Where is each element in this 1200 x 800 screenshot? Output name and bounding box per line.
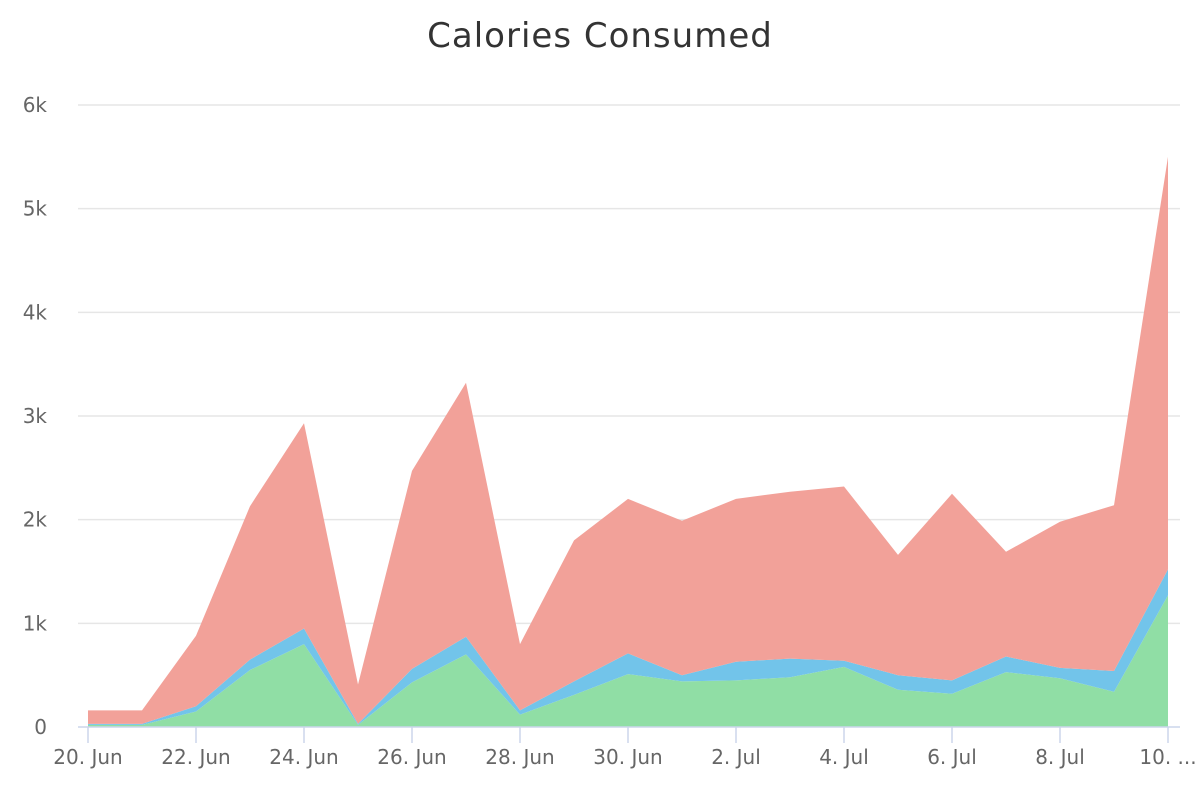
x-axis: 20. Jun 22. Jun 24. Jun 26. Jun 28. Jun 30. J…	[53, 726, 1197, 769]
x-tick-label: 24. Jun	[269, 745, 338, 769]
x-tick-label: 6. Jul	[927, 745, 977, 769]
y-tick-label: 4k	[23, 300, 48, 324]
y-tick-label: 2k	[23, 508, 48, 532]
series-area	[88, 569, 1168, 725]
y-tick-label: 0	[34, 715, 47, 739]
chart-title: Calories Consumed	[427, 16, 773, 56]
x-tick-label: 26. Jun	[377, 745, 446, 769]
x-tick-label: 28. Jun	[485, 745, 554, 769]
y-tick-label: 6k	[23, 93, 48, 117]
x-tick-label: 20. Jun	[53, 745, 122, 769]
y-axis: 0 1k 2k 3k 4k 5k 6k	[23, 93, 48, 739]
plot-area	[88, 156, 1168, 727]
y-tick-label: 5k	[23, 197, 48, 221]
series-area	[88, 156, 1168, 724]
x-tick-label: 22. Jun	[161, 745, 230, 769]
x-tick-label: 4. Jul	[819, 745, 869, 769]
x-tick-label: 2. Jul	[711, 745, 761, 769]
series-area	[88, 595, 1168, 727]
y-tick-label: 1k	[23, 611, 48, 635]
x-tick-label: 30. Jun	[593, 745, 662, 769]
x-tick-label: 10. ...	[1139, 745, 1196, 769]
y-tick-label: 3k	[23, 404, 48, 428]
x-tick-label: 8. Jul	[1035, 745, 1085, 769]
